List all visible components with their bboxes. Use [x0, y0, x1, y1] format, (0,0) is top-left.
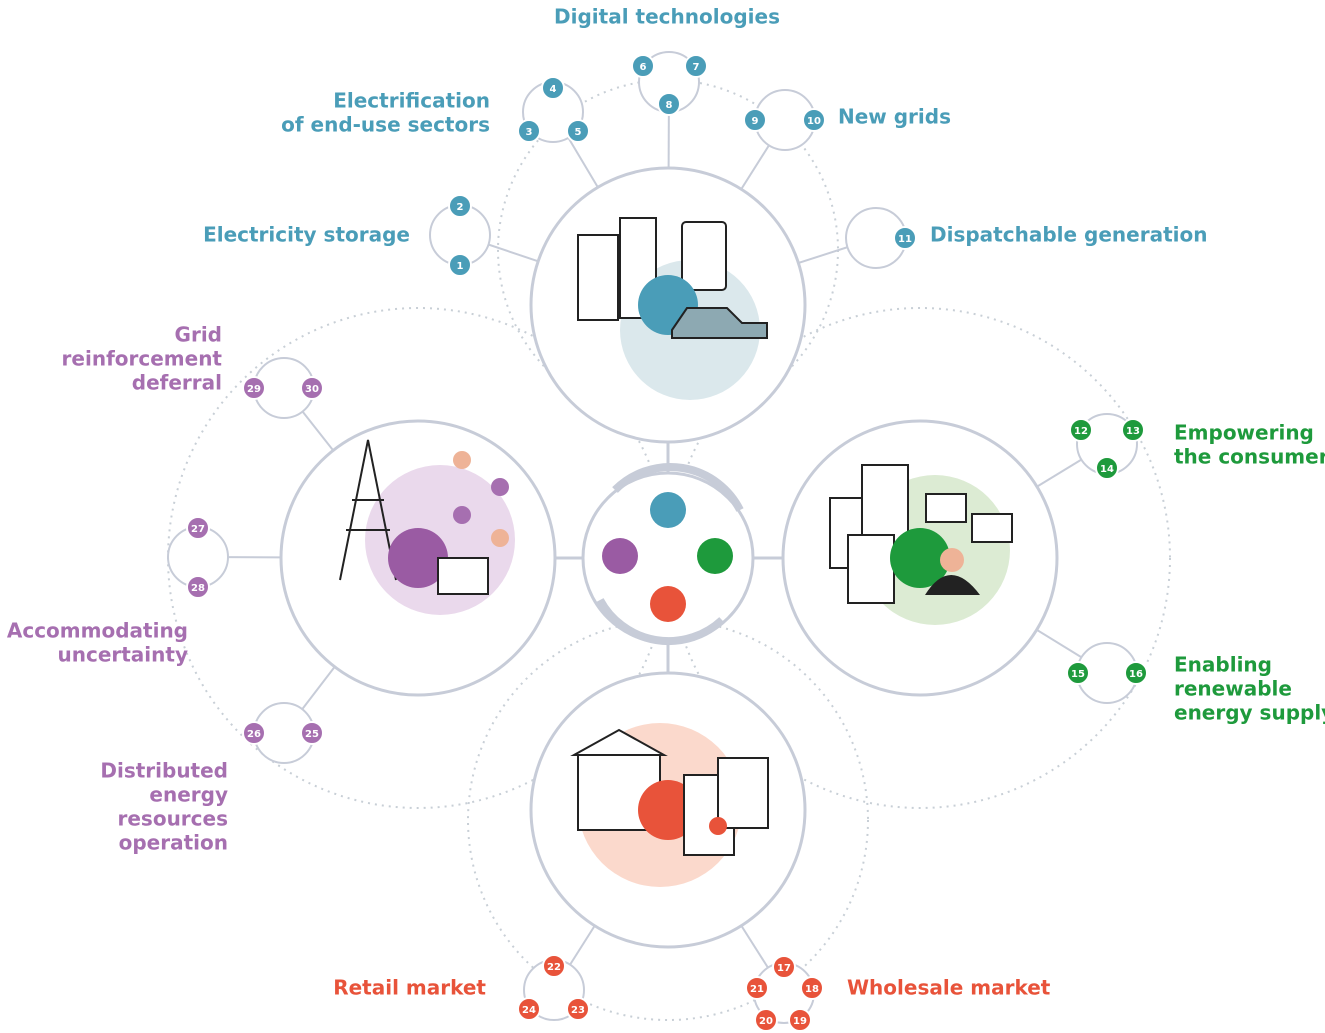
group-label: Retail market — [333, 976, 486, 1000]
group-label: Distributed — [100, 759, 228, 783]
badge — [1124, 661, 1148, 685]
illustrations — [339, 217, 1013, 887]
group-label: reinforcement — [62, 347, 223, 371]
badge — [300, 376, 324, 400]
badge — [186, 575, 210, 599]
group-label: Electricity storage — [203, 223, 410, 247]
group-label: energy supply — [1174, 701, 1325, 725]
badge-number: 10 — [807, 116, 821, 127]
group-label: energy — [149, 783, 228, 807]
badge — [657, 92, 681, 116]
badge-number: 22 — [547, 962, 561, 973]
badge — [788, 1008, 812, 1032]
badge-number: 24 — [522, 1005, 536, 1016]
badge-number: 14 — [1100, 464, 1114, 475]
badge — [566, 997, 590, 1021]
badge — [1095, 456, 1119, 480]
group-label: resources — [118, 807, 229, 831]
group-label: Electrification — [333, 89, 490, 113]
badge-number: 17 — [777, 963, 791, 974]
badge-number: 20 — [759, 1016, 773, 1027]
badge — [448, 253, 472, 277]
badge-number: 8 — [666, 100, 673, 111]
badge — [1066, 661, 1090, 685]
badge-number: 2 — [457, 202, 464, 213]
group-label: Grid — [175, 323, 222, 347]
badge-number: 4 — [550, 84, 557, 95]
badge — [566, 119, 590, 143]
badge-number: 27 — [191, 524, 205, 535]
group-label: Empowering — [1174, 421, 1314, 445]
badge-number: 15 — [1071, 669, 1085, 680]
group-label: operation — [119, 831, 228, 855]
badge-number: 1 — [457, 261, 464, 272]
badge — [242, 376, 266, 400]
group-label: Wholesale market — [847, 976, 1051, 1000]
badge — [772, 955, 796, 979]
badge — [300, 721, 324, 745]
group-label: Enabling — [1174, 653, 1272, 677]
badge — [541, 76, 565, 100]
badge — [186, 516, 210, 540]
badge-number: 5 — [575, 127, 582, 138]
badge — [242, 721, 266, 745]
badge-number: 21 — [750, 984, 764, 995]
badge-number: 30 — [305, 384, 319, 395]
badge-number: 13 — [1126, 426, 1140, 437]
badge-number: 11 — [898, 234, 912, 245]
badge-number: 26 — [247, 729, 261, 740]
group-label: uncertainty — [57, 643, 188, 667]
badge-number: 19 — [793, 1016, 807, 1027]
badge-number: 16 — [1129, 669, 1143, 680]
group-label: Accommodating — [7, 619, 188, 643]
badge — [754, 1008, 778, 1032]
badge — [800, 976, 824, 1000]
badge — [893, 226, 917, 250]
badge-number: 6 — [640, 62, 647, 73]
badge — [542, 954, 566, 978]
group-label: the consumer — [1174, 445, 1325, 469]
badge-number: 29 — [247, 384, 261, 395]
badge — [517, 119, 541, 143]
badge-number: 12 — [1074, 426, 1088, 437]
group-label: Digital technologies — [554, 5, 780, 29]
group-label: New grids — [838, 105, 951, 129]
badge — [448, 194, 472, 218]
badge — [1069, 418, 1093, 442]
badge — [743, 108, 767, 132]
group-label: of end-use sectors — [281, 113, 490, 137]
badge-number: 28 — [191, 583, 205, 594]
group-label: deferral — [132, 371, 222, 395]
badge-number: 23 — [571, 1005, 585, 1016]
badge — [631, 54, 655, 78]
badge-number: 25 — [305, 729, 319, 740]
badge — [745, 976, 769, 1000]
badge-number: 3 — [526, 127, 533, 138]
group-label: Dispatchable generation — [930, 223, 1207, 247]
badge — [517, 997, 541, 1021]
group-label: renewable — [1174, 677, 1292, 701]
badge — [1121, 418, 1145, 442]
badge-number: 9 — [752, 116, 759, 127]
badge-number: 18 — [805, 984, 819, 995]
badge-number: 7 — [693, 62, 700, 73]
badge — [802, 108, 826, 132]
badge — [684, 54, 708, 78]
